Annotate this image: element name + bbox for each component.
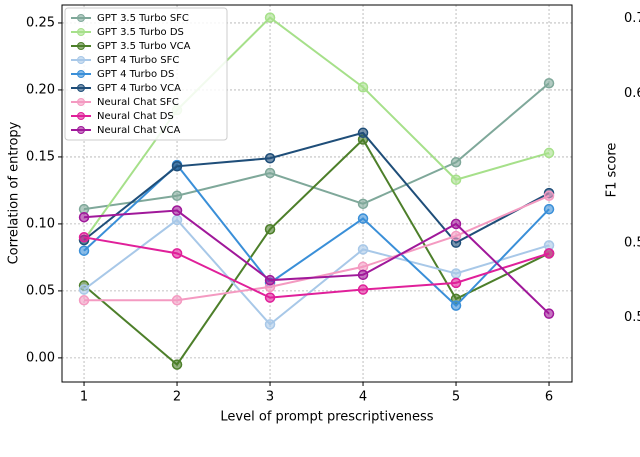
data-point bbox=[264, 274, 276, 286]
y-tick-label: 0.7 bbox=[624, 11, 640, 26]
x-axis-label: Level of prompt prescriptiveness bbox=[220, 410, 433, 425]
data-point bbox=[78, 232, 90, 243]
data-point bbox=[264, 224, 276, 235]
legend-label: GPT 3.5 Turbo VCA bbox=[97, 41, 191, 52]
data-point bbox=[171, 214, 183, 226]
legend: GPT 3.5 Turbo SFC GPT 3.5 Turbo DS GPT 3.5… bbox=[64, 7, 228, 141]
legend-label: GPT 3.5 Turbo SFC bbox=[97, 13, 189, 24]
legend-label: GPT 3.5 Turbo DS bbox=[97, 27, 184, 38]
legend-marker bbox=[77, 42, 85, 50]
legend-label: GPT 4 Turbo VCA bbox=[97, 83, 181, 94]
data-point bbox=[543, 203, 555, 215]
x-tick-label: 4 bbox=[359, 390, 367, 405]
data-point bbox=[450, 277, 462, 289]
y-tick-label: 0.20 bbox=[26, 82, 55, 97]
data-point bbox=[357, 198, 369, 210]
legend-marker bbox=[77, 98, 85, 106]
y-tick-label: 0.15 bbox=[26, 149, 55, 164]
plot-frame bbox=[61, 4, 573, 383]
data-point bbox=[78, 245, 90, 256]
data-point bbox=[264, 153, 276, 164]
series-line bbox=[83, 163, 550, 308]
y-tick-label: 0.50 bbox=[624, 310, 640, 325]
y-tick-label: 0.25 bbox=[26, 15, 55, 30]
legend-label: Neural Chat SFC bbox=[97, 97, 179, 108]
data-point bbox=[171, 161, 183, 172]
y-axis-label: Correlation of entropy bbox=[7, 121, 22, 264]
legend-marker bbox=[77, 14, 85, 22]
data-point bbox=[450, 230, 462, 242]
data-point bbox=[450, 174, 462, 185]
data-point bbox=[264, 167, 276, 179]
y-tick-label: 0.65 bbox=[624, 86, 640, 101]
legend-label: GPT 4 Turbo SFC bbox=[97, 55, 179, 66]
legend-marker bbox=[77, 70, 85, 78]
data-point bbox=[78, 211, 90, 223]
data-point bbox=[357, 213, 369, 224]
y-tick-label: 0.10 bbox=[26, 216, 55, 231]
legend-marker bbox=[77, 56, 85, 64]
series-line bbox=[83, 137, 550, 367]
data-point bbox=[450, 157, 462, 168]
data-point bbox=[171, 359, 183, 370]
data-point bbox=[450, 300, 462, 311]
x-tick-label: 6 bbox=[545, 390, 553, 405]
legend-marker bbox=[77, 126, 85, 134]
data-point bbox=[171, 295, 183, 306]
data-point bbox=[543, 248, 555, 259]
legend-marker bbox=[77, 112, 85, 120]
legend-label: GPT 4 Turbo DS bbox=[97, 69, 174, 80]
data-point bbox=[78, 295, 90, 306]
data-point bbox=[357, 284, 369, 295]
y-tick-label: 0.55 bbox=[624, 235, 640, 250]
data-point bbox=[357, 127, 369, 139]
y-tick-label: 0.05 bbox=[26, 283, 55, 298]
data-point bbox=[264, 319, 276, 330]
series-line bbox=[83, 209, 550, 315]
x-tick-label: 3 bbox=[266, 390, 274, 405]
legend-label: Neural Chat VCA bbox=[97, 125, 181, 136]
data-point bbox=[357, 269, 369, 281]
data-point bbox=[171, 248, 183, 259]
data-point bbox=[543, 190, 555, 202]
legend-marker bbox=[77, 28, 85, 36]
data-point bbox=[543, 308, 555, 319]
x-tick-label: 2 bbox=[173, 390, 181, 405]
data-point bbox=[543, 77, 555, 89]
x-tick-label: 1 bbox=[80, 390, 88, 405]
data-point bbox=[357, 244, 369, 255]
legend-label: Neural Chat DS bbox=[97, 111, 174, 122]
legend-box bbox=[64, 7, 228, 141]
data-point bbox=[264, 292, 276, 303]
data-point bbox=[264, 12, 276, 23]
data-point bbox=[450, 218, 462, 230]
series-line bbox=[83, 82, 550, 211]
x-tick-label: 5 bbox=[452, 390, 460, 405]
series-line bbox=[83, 236, 550, 299]
data-point bbox=[543, 147, 555, 159]
data-point bbox=[450, 268, 462, 279]
y-tick-label: 0.00 bbox=[26, 350, 55, 365]
data-point bbox=[171, 205, 183, 216]
series-line bbox=[83, 131, 550, 244]
legend-marker bbox=[77, 84, 85, 92]
data-point bbox=[78, 284, 90, 295]
data-point bbox=[171, 190, 183, 202]
series-line bbox=[83, 218, 550, 326]
data-point bbox=[357, 82, 369, 93]
y-axis-label: F1 score bbox=[605, 143, 620, 198]
